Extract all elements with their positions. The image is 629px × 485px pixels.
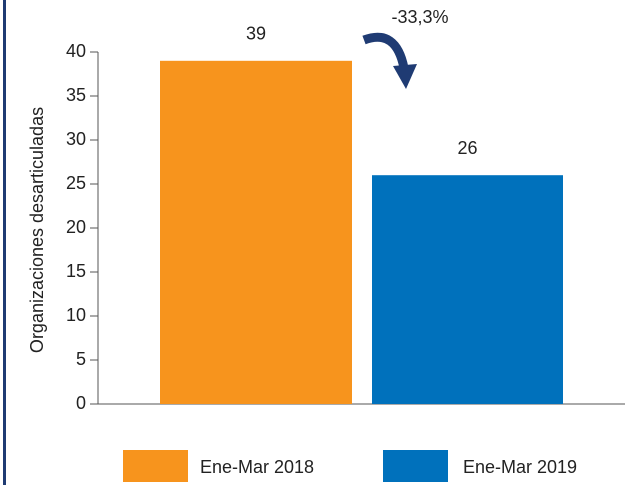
bar bbox=[160, 60, 352, 405]
y-axis-label: Organizaciones desarticuladas bbox=[27, 107, 47, 353]
arrow-head bbox=[393, 64, 417, 89]
arrow bbox=[362, 32, 409, 70]
y-tick-label: 35 bbox=[66, 85, 86, 105]
y-tick-label: 5 bbox=[76, 349, 86, 369]
value-label: 26 bbox=[457, 138, 477, 158]
annotation: -33,3% bbox=[391, 7, 448, 27]
y-tick-label: 20 bbox=[66, 217, 86, 237]
y-tick-label: 0 bbox=[76, 393, 86, 413]
value-label: 39 bbox=[246, 24, 266, 44]
y-tick-label: 40 bbox=[66, 41, 86, 61]
legend-label: Ene-Mar 2018 bbox=[200, 457, 314, 477]
y-tick-label: 25 bbox=[66, 173, 86, 193]
legend-label: Ene-Mar 2019 bbox=[463, 457, 577, 477]
bar bbox=[372, 175, 563, 404]
legend-swatch bbox=[123, 450, 188, 482]
y-tick-label: 30 bbox=[66, 129, 86, 149]
y-tick-label: 10 bbox=[66, 305, 86, 325]
y-tick-label: 15 bbox=[66, 261, 86, 281]
legend-swatch bbox=[383, 450, 448, 482]
